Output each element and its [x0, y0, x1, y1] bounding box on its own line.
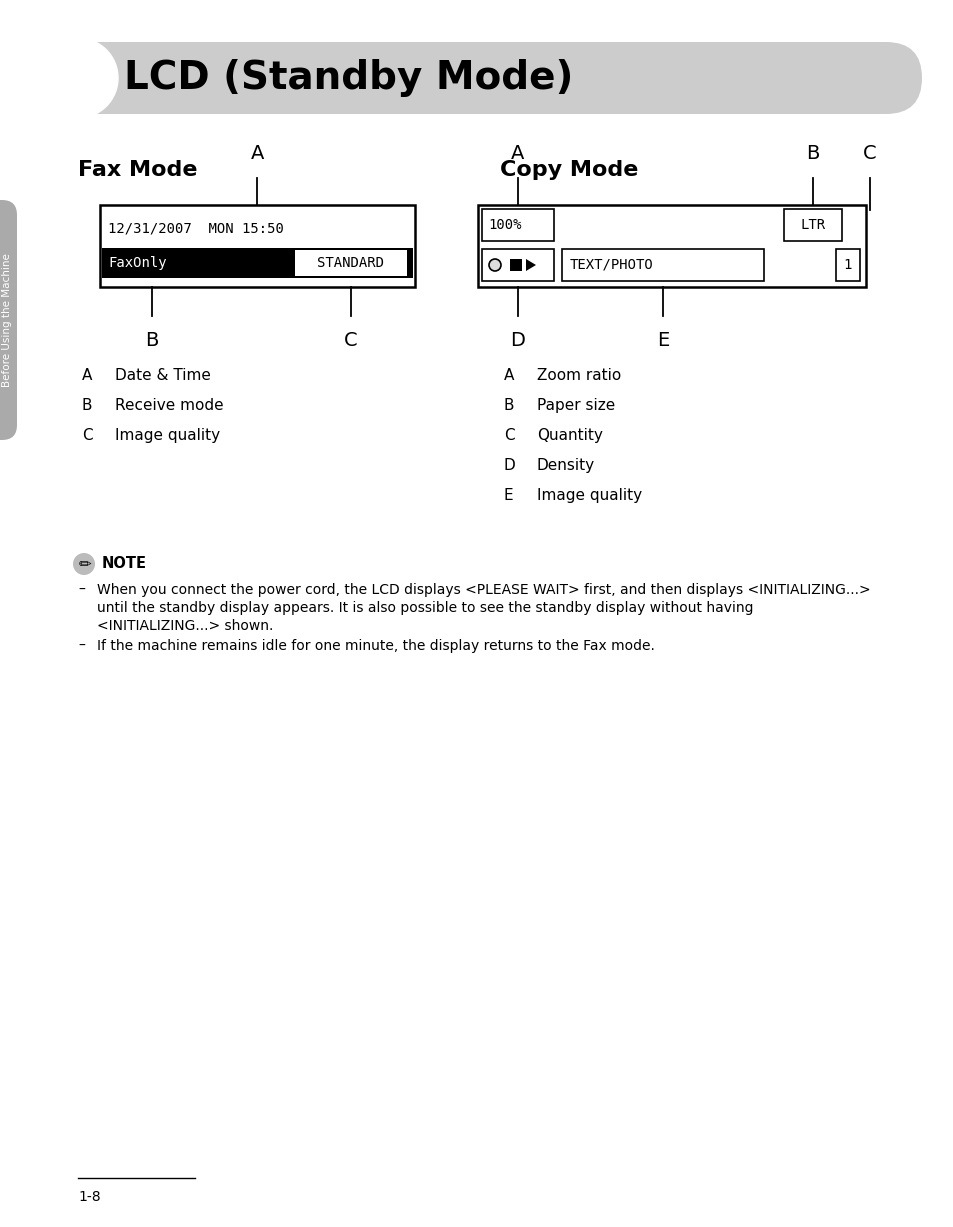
Text: B: B — [503, 398, 514, 413]
Text: LTR: LTR — [800, 218, 824, 232]
Text: until the standby display appears. It is also possible to see the standby displa: until the standby display appears. It is… — [97, 601, 753, 615]
Circle shape — [489, 259, 500, 271]
Text: Paper size: Paper size — [537, 398, 615, 413]
Text: Quantity: Quantity — [537, 428, 602, 443]
Text: C: C — [503, 428, 514, 443]
Text: A: A — [251, 144, 264, 163]
Text: Density: Density — [537, 458, 595, 472]
Text: When you connect the power cord, the LCD displays <PLEASE WAIT> first, and then : When you connect the power cord, the LCD… — [97, 583, 870, 598]
Bar — [481, 209, 554, 240]
Bar — [561, 249, 763, 281]
Bar — [294, 250, 407, 276]
Text: LCD (Standby Mode): LCD (Standby Mode) — [124, 59, 573, 97]
Circle shape — [73, 553, 95, 575]
Text: 1: 1 — [842, 258, 851, 272]
Text: Before Using the Machine: Before Using the Machine — [2, 253, 12, 387]
Text: B: B — [805, 144, 819, 163]
Bar — [783, 209, 841, 240]
FancyBboxPatch shape — [0, 200, 17, 440]
Text: A: A — [82, 368, 92, 383]
Text: B: B — [82, 398, 92, 413]
Text: FaxOnly: FaxOnly — [108, 256, 167, 270]
Bar — [835, 249, 859, 281]
Text: Date & Time: Date & Time — [115, 368, 211, 383]
Text: 100%: 100% — [488, 218, 521, 232]
Text: A: A — [511, 144, 524, 163]
Bar — [100, 205, 415, 287]
Text: –: – — [78, 583, 85, 598]
Text: D: D — [503, 458, 516, 472]
Text: TEXT/PHOTO: TEXT/PHOTO — [569, 258, 653, 272]
Text: C: C — [82, 428, 92, 443]
Text: –: – — [78, 639, 85, 653]
Bar — [477, 205, 865, 287]
Text: A: A — [503, 368, 514, 383]
Bar — [510, 259, 521, 271]
Text: Copy Mode: Copy Mode — [499, 160, 638, 180]
Text: E: E — [657, 331, 668, 350]
Text: 12/31/2007  MON 15:50: 12/31/2007 MON 15:50 — [108, 222, 284, 236]
Text: NOTE: NOTE — [102, 557, 147, 572]
Text: Fax Mode: Fax Mode — [78, 160, 197, 180]
Text: Image quality: Image quality — [537, 488, 641, 503]
FancyBboxPatch shape — [42, 42, 921, 114]
Text: D: D — [510, 331, 525, 350]
Text: C: C — [344, 331, 357, 350]
Bar — [102, 248, 413, 279]
Text: <INITIALIZING...> shown.: <INITIALIZING...> shown. — [97, 618, 274, 633]
Polygon shape — [525, 259, 536, 271]
Text: STANDARD: STANDARD — [317, 256, 384, 270]
Text: Receive mode: Receive mode — [115, 398, 223, 413]
Circle shape — [38, 38, 118, 118]
Text: If the machine remains idle for one minute, the display returns to the Fax mode.: If the machine remains idle for one minu… — [97, 639, 654, 653]
Text: 1-8: 1-8 — [78, 1190, 100, 1204]
Text: B: B — [145, 331, 158, 350]
Text: ✏: ✏ — [79, 557, 91, 573]
Text: Zoom ratio: Zoom ratio — [537, 368, 620, 383]
Text: E: E — [503, 488, 513, 503]
Text: Image quality: Image quality — [115, 428, 220, 443]
Bar — [481, 249, 554, 281]
Text: C: C — [862, 144, 876, 163]
